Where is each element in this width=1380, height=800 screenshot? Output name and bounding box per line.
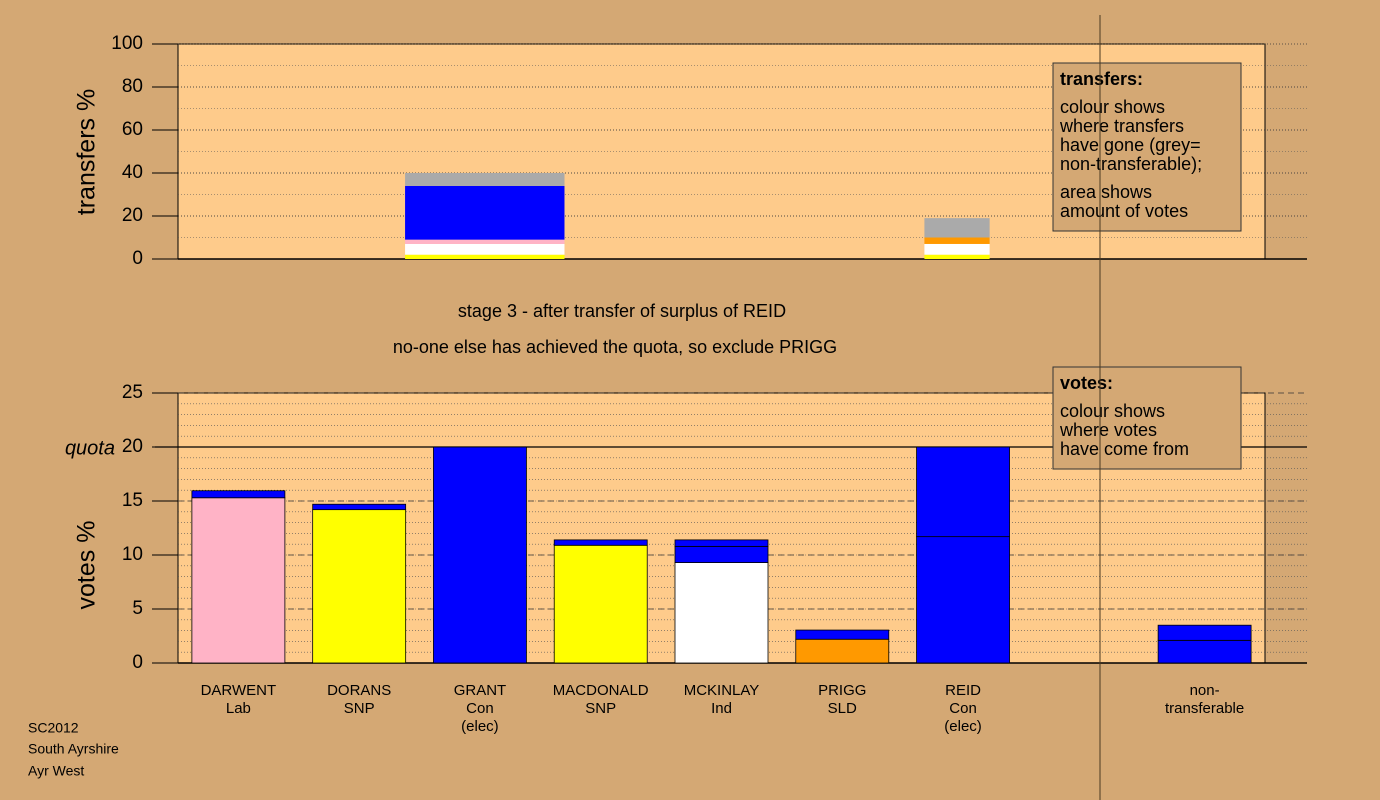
x-tick-label: DORANS — [327, 682, 391, 699]
y-tick-label: 0 — [132, 652, 143, 673]
legend-text: where transfers — [1059, 116, 1184, 136]
bar-segment — [405, 173, 565, 186]
y-tick-label: 25 — [122, 382, 143, 403]
footer: South Ayrshire — [28, 741, 119, 757]
bar-segment — [553, 539, 648, 546]
bar-segment — [916, 446, 1010, 538]
bar-segment — [924, 218, 990, 238]
quota-label: quota — [65, 437, 115, 459]
bar-segment — [191, 490, 286, 499]
x-tick-label: Lab — [226, 700, 251, 717]
x-tick-label: transferable — [1165, 700, 1244, 717]
x-tick-label: Ind — [711, 700, 732, 717]
bar-segment — [405, 185, 565, 240]
x-tick-label: non- — [1190, 682, 1220, 699]
caption: no-one else has achieved the quota, so e… — [393, 337, 837, 357]
y-axis-title: transfers % — [73, 89, 101, 215]
bar-segment — [674, 545, 769, 563]
y-tick-label: 20 — [122, 436, 143, 457]
footer: SC2012 — [28, 720, 79, 736]
y-tick-label: 60 — [122, 119, 143, 140]
y-tick-label: 20 — [122, 205, 143, 226]
x-tick-label: GRANT — [454, 682, 507, 699]
legend-text: have gone (grey= — [1060, 135, 1201, 155]
bar-segment — [795, 629, 890, 640]
x-tick-label: MCKINLAY — [684, 682, 760, 699]
legend-text: amount of votes — [1060, 201, 1188, 221]
y-tick-label: 15 — [122, 490, 143, 511]
bar-segment — [553, 544, 648, 664]
legend-text: area shows — [1060, 182, 1152, 202]
legend-text: colour shows — [1060, 401, 1165, 421]
x-tick-label: Con — [949, 700, 977, 717]
bar-segment — [924, 237, 990, 244]
bar-segment — [433, 446, 527, 664]
bar-segment — [674, 562, 769, 664]
caption: stage 3 - after transfer of surplus of R… — [458, 301, 786, 321]
legend-title: transfers: — [1060, 69, 1143, 89]
bar-segment — [405, 254, 565, 259]
x-tick-label: PRIGG — [818, 682, 866, 699]
legend-title: votes: — [1060, 373, 1113, 393]
y-tick-label: 5 — [132, 598, 143, 619]
y-tick-label: 10 — [122, 544, 143, 565]
x-tick-label: MACDONALD — [553, 682, 649, 699]
legend-text: colour shows — [1060, 97, 1165, 117]
y-axis-title: votes % — [73, 521, 101, 610]
bar-segment — [924, 254, 990, 259]
x-tick-label: (elec) — [461, 718, 499, 735]
bar-segment — [674, 539, 769, 547]
bar-segment — [405, 243, 565, 255]
bar-segment — [312, 509, 407, 664]
legend-box — [1052, 62, 1242, 232]
legend-text: have come from — [1060, 439, 1189, 459]
bar-segment — [1157, 639, 1252, 664]
x-tick-label: Con — [466, 700, 494, 717]
x-tick-label: REID — [945, 682, 981, 699]
bar-segment — [405, 239, 565, 244]
bar-segment — [191, 497, 286, 664]
x-tick-label: DARWENT — [201, 682, 277, 699]
x-tick-label: SNP — [344, 700, 375, 717]
x-tick-label: (elec) — [944, 718, 982, 735]
legend-text: non-transferable); — [1060, 154, 1202, 174]
bar-segment — [312, 503, 407, 511]
x-tick-label: SNP — [585, 700, 616, 717]
legend-text: where votes — [1059, 420, 1157, 440]
y-tick-label: 0 — [132, 248, 143, 269]
y-tick-label: 80 — [122, 76, 143, 97]
bar-segment — [916, 536, 1010, 664]
footer: Ayr West — [28, 763, 84, 779]
bar-segment — [924, 243, 990, 255]
x-tick-label: SLD — [828, 700, 857, 717]
legend-box — [1052, 366, 1242, 470]
y-tick-label: 40 — [122, 162, 143, 183]
bar-segment — [1157, 624, 1252, 641]
bar-segment — [795, 638, 890, 664]
y-tick-label: 100 — [111, 33, 143, 54]
